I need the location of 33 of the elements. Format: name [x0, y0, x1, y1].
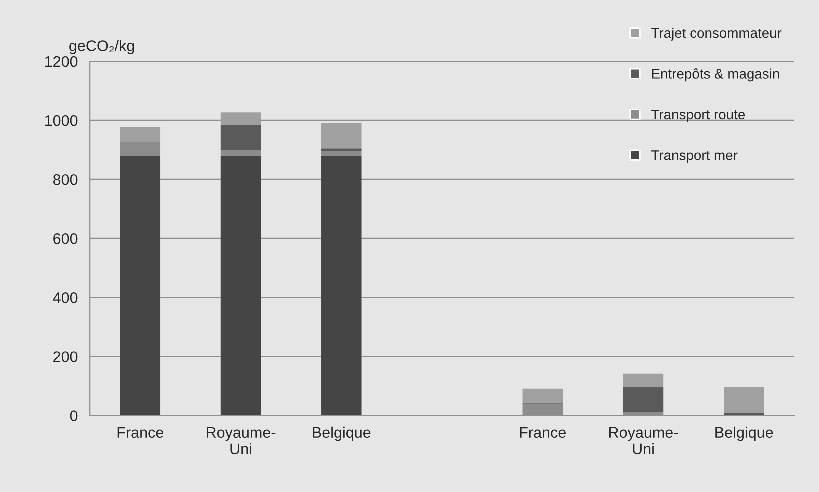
legend-label: Entrepôts & magasin	[652, 68, 780, 82]
legend-label: Transport route	[652, 110, 746, 122]
bar	[120, 156, 161, 416]
bar	[220, 150, 262, 156]
bar	[623, 387, 664, 412]
y-tick-label: 200	[54, 352, 78, 362]
x-tick-label: Belgique	[716, 426, 774, 442]
y-tick-label: 400	[53, 292, 78, 304]
bar	[220, 126, 262, 150]
y-tick-label: 800	[53, 174, 78, 186]
y-tick-label: 1200	[45, 56, 78, 68]
x-tick-label: Royaume- Uni	[207, 427, 276, 455]
bar	[322, 123, 362, 149]
bar	[322, 156, 362, 416]
bar	[623, 374, 664, 388]
bar	[724, 387, 764, 414]
bar	[220, 112, 262, 126]
bar	[322, 152, 362, 156]
bar	[120, 127, 161, 142]
bar	[522, 388, 564, 404]
y-tick-label: 1000	[45, 115, 78, 126]
x-tick-label: France	[118, 427, 164, 438]
bar	[120, 142, 161, 156]
x-tick-label: Royaume- Uni	[610, 427, 678, 455]
x-tick-label: Belgique	[313, 426, 371, 442]
y-axis-title: geCO₂/kg	[70, 40, 134, 54]
x-tick-label: France	[520, 427, 566, 438]
legend-label: Trajet consommateur	[652, 28, 782, 41]
y-tick-label: 600	[54, 233, 78, 244]
bar	[322, 148, 362, 152]
legend-label: Transport mer	[652, 150, 738, 164]
bar	[220, 156, 262, 416]
y-tick-label: 0	[70, 410, 78, 422]
